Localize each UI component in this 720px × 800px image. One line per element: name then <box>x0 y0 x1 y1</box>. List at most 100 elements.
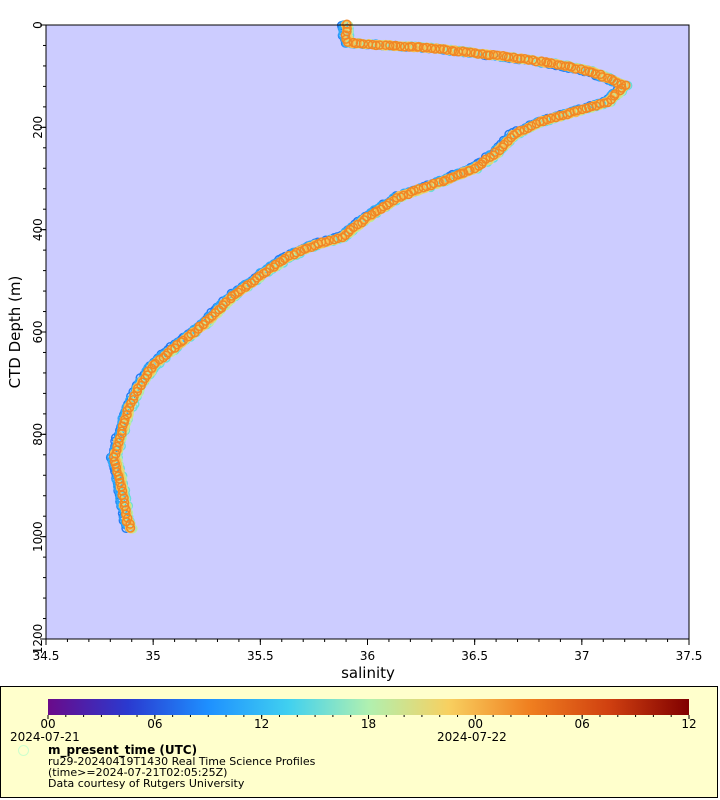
data-point <box>394 190 404 201</box>
x-tick-label: 35.5 <box>247 649 274 663</box>
data-point <box>125 519 135 529</box>
data-point <box>186 329 196 339</box>
x-tick-label: 36.5 <box>461 649 488 663</box>
data-point <box>111 462 122 473</box>
data-point <box>503 52 514 62</box>
x-tick-label: 37 <box>574 649 589 663</box>
colorbar-tick-label: 12 <box>254 717 270 731</box>
data-point <box>560 61 571 71</box>
data-point <box>551 112 561 123</box>
data-point <box>434 177 444 187</box>
x-axis-title: salinity <box>341 664 395 682</box>
data-point <box>470 163 480 174</box>
legend-title: m_present_time (UTC) <box>48 743 198 757</box>
plot-area <box>46 25 689 639</box>
colorbar-tick-label: 06 <box>147 717 163 731</box>
data-point <box>337 232 348 243</box>
y-tick-label: 400 <box>31 218 45 241</box>
data-point <box>449 46 459 57</box>
data-point <box>275 257 285 267</box>
data-point <box>391 193 402 203</box>
y-axis-title: CTD Depth (m) <box>6 276 24 389</box>
colorbar-tick-label: 12 <box>681 717 697 731</box>
data-point <box>541 57 551 67</box>
y-tick-label: 1000 <box>31 521 45 552</box>
data-point <box>466 47 476 58</box>
data-point <box>461 47 471 57</box>
data-point <box>126 398 136 408</box>
data-point <box>161 350 171 360</box>
data-point <box>329 234 339 245</box>
data-point <box>536 56 547 66</box>
data-point <box>378 201 388 212</box>
data-point <box>371 40 381 51</box>
data-point <box>132 383 143 394</box>
data-point <box>612 78 622 88</box>
axes: 34.5 35 35.5 36 36.5 37 37.5 0 200 400 600 800 1000 1… <box>31 21 702 663</box>
data-point <box>488 50 499 60</box>
data-point <box>509 130 519 140</box>
data-point <box>118 425 128 435</box>
data-point <box>115 477 125 488</box>
data-point <box>254 271 265 281</box>
colorbar-date-label: 2024-07-22 <box>437 730 507 744</box>
data-point <box>570 64 581 74</box>
data-point <box>435 44 445 54</box>
data-point <box>367 209 377 220</box>
data-point <box>125 523 136 533</box>
data-point <box>597 72 607 82</box>
data-point <box>367 39 377 50</box>
colorbar-tick-label: 00 <box>467 717 483 731</box>
data-point <box>358 39 368 49</box>
y-tick-label: 200 <box>31 116 45 139</box>
data-point <box>122 406 132 416</box>
data-point <box>531 57 541 67</box>
data-point <box>440 175 450 185</box>
data-points <box>105 19 633 534</box>
data-point <box>546 58 557 68</box>
data-point <box>391 40 401 51</box>
data-point <box>531 119 542 129</box>
y-tick-label: 800 <box>31 423 45 446</box>
colorbar-tick-label: 06 <box>574 717 590 731</box>
data-point <box>119 498 130 508</box>
data-point <box>418 182 429 193</box>
data-point <box>580 66 590 76</box>
data-point <box>389 195 399 206</box>
data-point <box>407 41 417 52</box>
data-point <box>543 58 553 68</box>
data-point <box>421 42 432 53</box>
x-tick-label: 37.5 <box>676 649 703 663</box>
data-point <box>408 42 419 53</box>
data-point <box>603 73 613 83</box>
x-tick-label: 35 <box>146 649 161 663</box>
legend-marker-icon <box>18 745 29 756</box>
colorbar-gradient <box>48 699 689 715</box>
colorbar <box>47 699 690 719</box>
data-point <box>121 505 131 515</box>
data-point <box>117 486 128 496</box>
data-point <box>269 262 279 272</box>
data-point <box>207 311 217 321</box>
data-point <box>473 49 483 59</box>
data-point <box>241 282 251 292</box>
y-tick-label: 1200 <box>31 624 45 655</box>
data-point <box>453 170 463 180</box>
data-point <box>178 335 188 346</box>
data-point <box>581 103 591 114</box>
data-point <box>236 285 246 295</box>
data-point <box>395 41 405 52</box>
data-point <box>359 215 369 225</box>
profile-series <box>108 19 631 533</box>
colorbar-tick-label: 00 <box>40 717 56 731</box>
data-point <box>546 113 556 124</box>
data-point <box>114 433 125 443</box>
data-point <box>438 176 449 187</box>
legend-line-2: (time>=2024-07-21T02:05:25Z) <box>48 766 228 779</box>
data-point <box>599 98 609 108</box>
data-point <box>477 49 487 59</box>
data-point <box>284 250 295 261</box>
data-point <box>485 152 495 162</box>
data-point <box>289 250 299 260</box>
data-point <box>242 280 252 290</box>
